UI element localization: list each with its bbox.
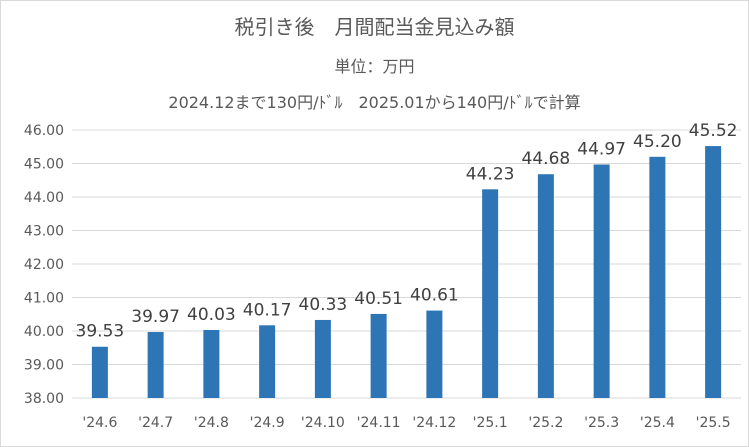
x-tick-label: '24.9 xyxy=(250,415,285,431)
data-label: 39.97 xyxy=(131,307,180,327)
data-label: 40.33 xyxy=(299,295,348,315)
y-tick-label: 45.00 xyxy=(24,157,64,173)
x-tick-label: '24.6 xyxy=(82,415,117,431)
x-tick-label: '24.11 xyxy=(357,415,401,431)
x-tick-label: '24.12 xyxy=(412,415,456,431)
y-tick-label: 43.00 xyxy=(24,224,64,240)
x-tick-label: '25.1 xyxy=(473,415,508,431)
data-label: 40.03 xyxy=(187,305,236,325)
data-label: 44.68 xyxy=(522,149,571,169)
bar xyxy=(426,310,443,398)
chart-subtitle-rate: 2024.12まで130円/ﾄﾞﾙ 2025.01から140円/ﾄﾞﾙで計算 xyxy=(168,93,581,112)
x-tick-label: '25.5 xyxy=(696,415,731,431)
bar xyxy=(203,329,220,398)
chart-subtitle-unit: 単位：万円 xyxy=(334,57,415,76)
data-label: 44.23 xyxy=(466,164,515,184)
y-tick-label: 40.00 xyxy=(24,324,64,340)
bar xyxy=(593,164,610,398)
x-tick-label: '24.10 xyxy=(301,415,345,431)
data-label: 40.51 xyxy=(354,289,403,309)
data-label: 40.17 xyxy=(243,300,292,320)
bar xyxy=(705,146,722,398)
data-label: 45.52 xyxy=(689,121,738,141)
bar xyxy=(537,174,554,398)
bar xyxy=(649,156,666,398)
x-tick-label: '25.4 xyxy=(640,415,675,431)
data-label: 40.61 xyxy=(410,286,459,306)
chart-title: 税引き後 月間配当金見込み額 xyxy=(234,15,515,39)
bar xyxy=(314,319,331,398)
x-tick-label: '25.3 xyxy=(584,415,619,431)
y-tick-label: 42.00 xyxy=(24,257,64,273)
bar xyxy=(91,346,108,398)
bar xyxy=(147,332,164,398)
bar xyxy=(259,325,276,398)
y-tick-label: 44.00 xyxy=(24,190,64,206)
bar xyxy=(370,313,387,398)
x-tick-label: '24.8 xyxy=(194,415,229,431)
data-label: 45.20 xyxy=(633,132,682,152)
y-tick-label: 46.00 xyxy=(24,123,64,139)
x-tick-label: '25.2 xyxy=(528,415,563,431)
y-tick-label: 38.00 xyxy=(24,391,64,407)
y-tick-label: 39.00 xyxy=(24,358,64,374)
y-tick-label: 41.00 xyxy=(24,291,64,307)
bar xyxy=(482,189,499,398)
data-label: 44.97 xyxy=(577,140,626,160)
x-tick-label: '24.7 xyxy=(138,415,173,431)
data-label: 39.53 xyxy=(76,322,125,342)
